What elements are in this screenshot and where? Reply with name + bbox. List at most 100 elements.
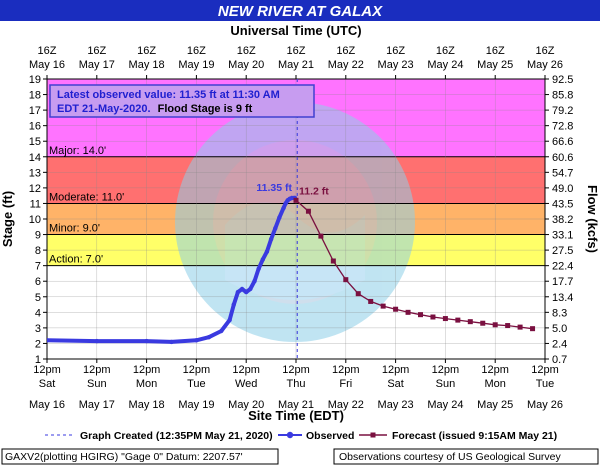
top-tick-label: 16Z — [237, 45, 256, 57]
observed-point — [194, 338, 199, 343]
observed-point — [231, 302, 236, 307]
right-tick-label: 49.0 — [552, 183, 573, 195]
chart-title: NEW RIVER AT GALAX — [218, 3, 383, 20]
observed-point — [239, 286, 245, 292]
legend-observed-label: Observed — [306, 430, 354, 442]
bottom-tick-date: May 22 — [328, 399, 364, 411]
forecast-point — [492, 322, 498, 328]
top-tick-label: 16Z — [386, 45, 405, 57]
forecast-point — [517, 324, 523, 330]
top-tick-date: May 20 — [228, 59, 264, 71]
left-tick-label: 7 — [35, 261, 41, 273]
left-tick-label: 9 — [35, 230, 41, 242]
left-tick-label: 16 — [29, 121, 41, 133]
left-tick-label: 6 — [35, 276, 41, 288]
svg-text:EDT 21-May-2020. Flood S: EDT 21-May-2020. Flood Stage is 9 ft — [57, 103, 253, 115]
forecast-point — [293, 197, 299, 203]
right-tick-label: 79.2 — [552, 105, 573, 117]
legend-observed-marker — [286, 431, 294, 439]
forecast-point — [355, 291, 361, 297]
observed-point — [47, 338, 50, 343]
bottom-tick-label: 12pm — [33, 364, 61, 376]
right-axis-title: Flow (kcfs) — [585, 185, 600, 253]
observed-point — [144, 338, 149, 344]
right-tick-label: 13.4 — [552, 292, 573, 304]
right-tick-label: 27.5 — [552, 245, 573, 257]
bottom-tick-date: May 23 — [378, 399, 414, 411]
forecast-point — [430, 314, 436, 320]
top-tick-label: 16Z — [486, 45, 505, 57]
bottom-tick-label: 12pm — [83, 364, 111, 376]
top-tick-date: May 18 — [129, 59, 165, 71]
noaa-seal-watermark — [175, 102, 415, 342]
left-tick-label: 13 — [29, 167, 41, 179]
observed-point — [264, 249, 270, 254]
forecast-first-label: 11.2 ft — [299, 185, 329, 197]
right-tick-label: 43.5 — [552, 198, 573, 210]
legend: Graph Created (12:35PM May 21, 2020) Obs… — [45, 430, 557, 442]
top-tick-label: 16Z — [87, 45, 106, 57]
footer-left-box — [1, 448, 279, 465]
bottom-tick-day: Sun — [436, 378, 456, 390]
flood-label-action: Action: 7.0' — [49, 254, 103, 266]
observed-point — [169, 339, 174, 345]
bottom-tick-day: Sun — [87, 378, 107, 390]
right-tick-label: 92.5 — [552, 74, 573, 86]
forecast-point — [368, 298, 374, 304]
top-tick-date: May 26 — [527, 59, 563, 71]
right-tick-label: 5.0 — [552, 323, 567, 335]
left-tick-label: 17 — [29, 105, 41, 117]
top-tick-date: May 25 — [477, 59, 513, 71]
footer-right-text: Observations courtesy of US Geological S… — [339, 451, 562, 463]
left-tick-label: 3 — [35, 323, 41, 335]
bottom-tick-label: 12pm — [481, 364, 509, 376]
top-tick-date: May 19 — [178, 59, 214, 71]
bottom-tick-day: Thu — [287, 378, 306, 390]
forecast-point — [343, 277, 349, 283]
flood-label-major: Major: 14.0' — [49, 145, 106, 157]
bottom-tick-day: Wed — [235, 378, 257, 390]
left-axis-title: Stage (ft) — [0, 191, 15, 247]
observed-point — [268, 237, 274, 242]
info-line-2-date: EDT 21-May-2020. — [57, 103, 151, 115]
bottom-tick-label: 12pm — [531, 364, 559, 376]
bottom-tick-day: Sat — [39, 378, 56, 390]
right-tick-label: 60.6 — [552, 152, 573, 164]
bottom-tick-day: Sat — [387, 378, 404, 390]
bottom-tick-label: 12pm — [332, 364, 360, 376]
top-tick-label: 16Z — [436, 45, 455, 57]
bottom-axis-title: Site Time (EDT) — [248, 408, 344, 423]
forecast-point — [393, 306, 399, 312]
forecast-point — [530, 326, 536, 332]
left-tick-label: 1 — [35, 354, 41, 366]
flood-label-minor: Minor: 9.0' — [49, 223, 100, 235]
observed-point — [252, 279, 257, 284]
top-tick-date: May 24 — [427, 59, 463, 71]
forecast-point — [418, 312, 423, 318]
top-tick-date: May 21 — [278, 59, 314, 71]
right-tick-label: 33.1 — [552, 230, 573, 242]
title-bar — [0, 0, 600, 21]
observed-point — [273, 226, 278, 231]
observed-point — [244, 289, 249, 295]
left-tick-label: 4 — [35, 307, 41, 319]
bottom-tick-date: May 17 — [79, 399, 115, 411]
observed-point — [248, 286, 253, 292]
forecast-point — [467, 319, 473, 325]
legend-forecast-marker — [370, 432, 376, 438]
right-tick-label: 0.7 — [552, 354, 567, 366]
forecast-point — [480, 320, 486, 326]
left-tick-label: 14 — [29, 152, 41, 164]
latest-observation-box: Latest observed value: 11.35 ft at 11:30… — [49, 84, 315, 118]
observed-point — [206, 335, 212, 340]
forecast-point — [380, 303, 386, 309]
bottom-tick-label: 12pm — [432, 364, 460, 376]
observed-point — [94, 338, 100, 344]
bottom-tick-date: May 18 — [129, 399, 165, 411]
bottom-tick-label: 12pm — [282, 364, 310, 376]
observed-point — [283, 201, 288, 206]
bottom-tick-day: Tue — [536, 378, 555, 390]
observed-point — [235, 289, 241, 295]
right-tick-label: 22.4 — [552, 261, 573, 273]
